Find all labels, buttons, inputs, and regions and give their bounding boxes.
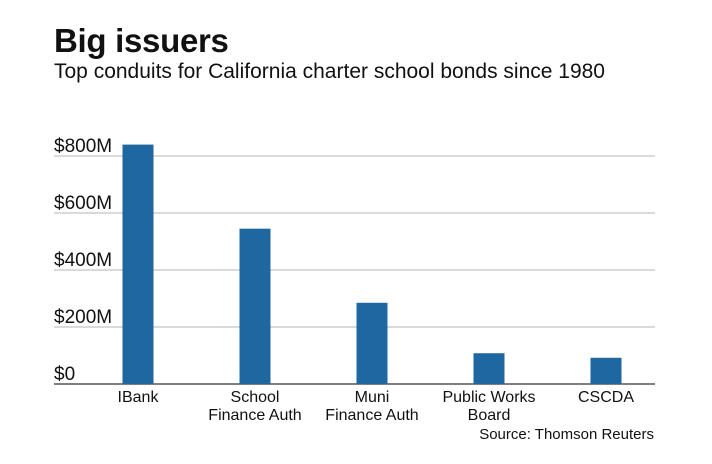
bar [590,357,622,384]
gridlines [54,155,655,385]
x-tick-label: Board [468,407,511,424]
x-tick-label: Finance Auth [208,407,301,424]
chart-subtitle: Top conduits for California charter scho… [54,60,605,83]
x-tick-label: CSCDA [578,389,634,406]
y-tick-label: $600M [54,193,112,214]
y-tick-label: $0 [54,364,75,385]
bar [122,144,154,384]
y-axis-labels: $0 $200M $400M $600M $800M [54,136,112,385]
y-tick-label: $400M [54,250,112,271]
bar [356,302,388,384]
x-tick-label: Muni [355,389,390,406]
bars [122,144,622,384]
bar [473,353,505,384]
x-tick-label: Finance Auth [325,407,418,424]
x-tick-label: Public Works [442,389,535,406]
y-tick-label: $200M [54,307,112,328]
chart-title: Big issuers [54,22,229,59]
y-tick-label: $800M [54,136,112,157]
bar [239,228,271,384]
source-note: Source: Thomson Reuters [479,426,654,443]
x-tick-label: School [231,389,280,406]
x-tick-label: IBank [118,389,160,406]
